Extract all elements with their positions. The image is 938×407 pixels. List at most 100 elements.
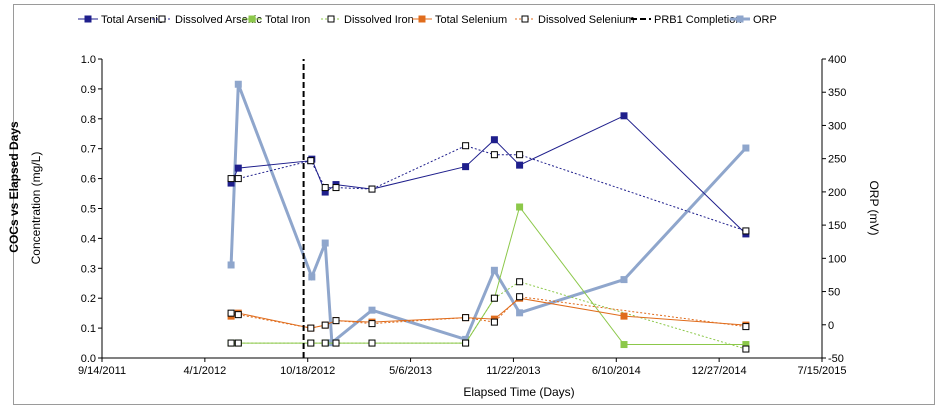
data-point — [228, 176, 234, 182]
data-point — [463, 340, 469, 346]
x-tick-label: 5/6/2013 — [389, 365, 432, 377]
x-tick-label: 6/10/2014 — [592, 365, 641, 377]
data-point — [621, 313, 627, 319]
series-dissolved-iron — [228, 279, 749, 352]
data-point — [235, 176, 241, 182]
data-point — [159, 16, 165, 22]
legend-label: ORP — [753, 14, 777, 26]
data-point — [228, 262, 234, 268]
data-point — [369, 321, 375, 327]
axes: 0.0 0.1 0.2 0.3 0.4 0.5 0.6 0.7 0.8 0.9 1.0 -50 0 50 1… — [78, 54, 847, 377]
legend-item: Total Arsenic — [78, 14, 164, 26]
y-tick-label: 0.4 — [81, 233, 96, 245]
x-tick-label: 7/15/2015 — [798, 365, 847, 377]
data-point — [491, 137, 497, 143]
legend-label: PRB1 Completion — [654, 14, 741, 26]
data-point — [517, 204, 523, 210]
data-point — [308, 340, 314, 346]
x-tick-label: 12/27/2014 — [692, 365, 747, 377]
series-total-arsenic — [228, 113, 749, 237]
data-point — [235, 165, 241, 171]
y2-tick-label: 150 — [828, 220, 846, 232]
data-point — [517, 310, 523, 316]
x-tick-label: 4/1/2012 — [183, 365, 226, 377]
data-point — [369, 307, 375, 313]
series-line — [231, 298, 746, 328]
y-tick-label: 0.2 — [81, 293, 96, 305]
data-point — [333, 340, 339, 346]
data-point — [743, 346, 749, 352]
series-dissolved-selenium — [228, 294, 749, 331]
y2-tick-label: 250 — [828, 154, 846, 166]
data-point — [621, 277, 627, 283]
x-axis-label: Elapsed Time (Days) — [463, 385, 574, 399]
y2-tick-label: 300 — [828, 120, 846, 132]
y-axis-label: Concentration (mg/L) — [29, 152, 43, 265]
legend-item: Dissolved Arsenic — [152, 14, 262, 26]
series-dissolved-arsenic — [228, 143, 749, 234]
series-line — [231, 297, 746, 328]
data-point — [743, 145, 749, 151]
data-point — [621, 113, 627, 119]
data-point — [333, 185, 339, 191]
data-point — [235, 312, 241, 318]
data-point — [309, 274, 315, 280]
legend-label: Dissolved Iron — [344, 14, 414, 26]
data-point — [369, 186, 375, 192]
data-point — [322, 185, 328, 191]
data-point — [522, 16, 528, 22]
series-orp — [228, 81, 749, 345]
y-tick-label: 0.6 — [81, 174, 96, 186]
legend-label: Total Arsenic — [101, 14, 164, 26]
y-tick-label: 0.9 — [81, 84, 96, 96]
data-point — [228, 310, 234, 316]
y-tick-label: 0.0 — [81, 353, 96, 365]
series-line — [231, 282, 746, 349]
data-point — [235, 81, 241, 87]
legend-label: Dissolved Selenium — [538, 14, 635, 26]
series-line — [231, 207, 746, 345]
y-tick-label: 0.3 — [81, 263, 96, 275]
data-point — [463, 164, 469, 170]
series-line — [231, 84, 746, 343]
y-tick-label: 0.8 — [81, 114, 96, 126]
legend: Total Arsenic Dissolved Arsenic Total Iron… — [78, 14, 777, 26]
data-point — [322, 340, 328, 346]
legend-item: PRB1 Completion — [631, 14, 741, 26]
y-tick-label: 0.5 — [81, 204, 96, 216]
data-point — [743, 324, 749, 330]
data-point — [419, 16, 425, 22]
series-line — [231, 116, 746, 234]
data-point — [737, 16, 743, 22]
y-tick-label: 1.0 — [81, 54, 96, 66]
x-tick-label: 9/14/2011 — [78, 365, 126, 377]
series-total-selenium — [228, 295, 749, 331]
data-point — [491, 295, 497, 301]
legend-item: Dissolved Selenium — [515, 14, 635, 26]
y2-tick-label: -50 — [828, 353, 844, 365]
x-tick-label: 11/22/2013 — [486, 365, 540, 377]
data-point — [308, 325, 314, 331]
data-point — [333, 318, 339, 324]
data-point — [743, 228, 749, 234]
x-tick-label: 10/18/2012 — [280, 365, 335, 377]
data-point — [369, 340, 375, 346]
data-point — [249, 16, 255, 22]
data-point — [463, 143, 469, 149]
y2-tick-label: 50 — [828, 287, 840, 299]
data-point — [328, 16, 334, 22]
legend-label: Total Iron — [265, 14, 310, 26]
y2-axis-label: ORP (mV) — [867, 180, 881, 235]
data-point — [463, 315, 469, 321]
legend-item: Dissolved Iron — [321, 14, 414, 26]
y2-tick-label: 100 — [828, 253, 846, 265]
data-point — [322, 240, 328, 246]
y2-tick-label: 200 — [828, 187, 846, 199]
plot-area — [228, 59, 749, 358]
data-point — [517, 294, 523, 300]
data-point — [491, 152, 497, 158]
data-point — [235, 340, 241, 346]
data-point — [517, 152, 523, 158]
y2-tick-label: 350 — [828, 87, 846, 99]
data-point — [308, 158, 314, 164]
